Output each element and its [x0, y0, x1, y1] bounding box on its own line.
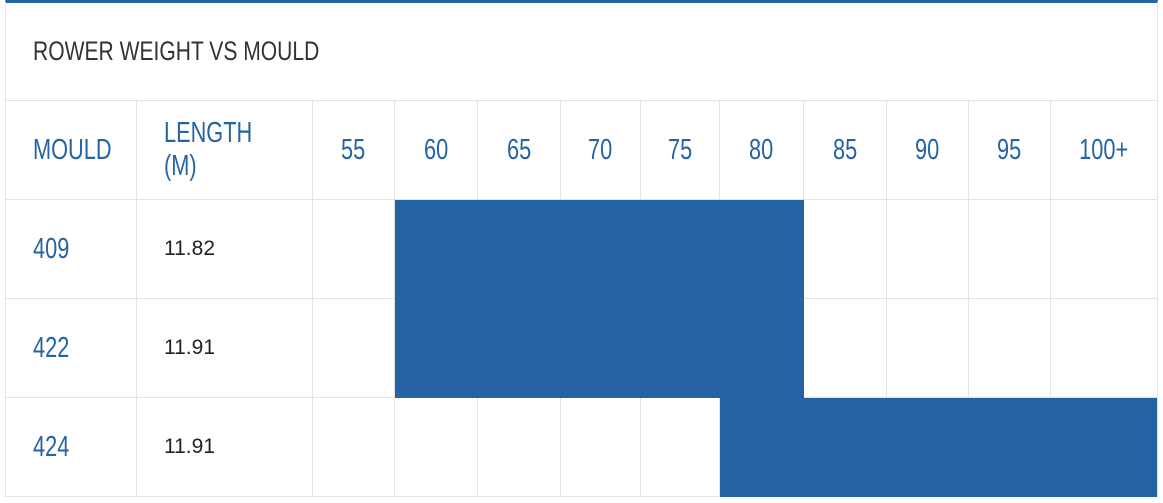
header-cell: 85	[804, 101, 887, 200]
empty-cell	[969, 200, 1051, 299]
fit-cell	[720, 200, 804, 299]
data-row: 422 11.91	[6, 299, 1157, 398]
header-row: MOULD LENGTH (M) 55 60 65 70 75 80 85 90 95 100+	[6, 101, 1157, 200]
fit-cell	[395, 200, 478, 299]
fit-table: MOULD LENGTH (M) 55 60 65 70 75 80 85 90 95 100+ 409…	[6, 101, 1157, 497]
empty-cell	[804, 200, 887, 299]
fit-cell	[720, 398, 804, 497]
header-text: 75	[667, 133, 693, 166]
mould-text: 424	[33, 430, 70, 463]
title-bar: ROWER WEIGHT VS MOULD	[6, 3, 1157, 101]
table-body: MOULD LENGTH (M) 55 60 65 70 75 80 85 90 95 100+ 409…	[6, 101, 1157, 497]
header-cell: 80	[720, 101, 804, 200]
mould-cell: 424	[6, 398, 137, 497]
length-cell: 11.91	[137, 299, 313, 398]
fit-cell	[641, 299, 720, 398]
empty-cell	[887, 200, 969, 299]
empty-cell	[561, 398, 641, 497]
header-text: 85	[832, 133, 858, 166]
fit-cell	[720, 299, 804, 398]
mould-text: 409	[33, 232, 70, 265]
header-cell: MOULD	[6, 101, 137, 200]
fit-cell	[887, 398, 969, 497]
header-cell: 95	[969, 101, 1051, 200]
header-text: 65	[506, 133, 532, 166]
header-cell: 75	[641, 101, 720, 200]
fit-cell	[561, 200, 641, 299]
empty-cell	[478, 398, 561, 497]
mould-cell: 409	[6, 200, 137, 299]
table-card: ROWER WEIGHT VS MOULD MOULD LENGTH (M) 55 6…	[5, 0, 1158, 497]
header-cell: 70	[561, 101, 641, 200]
fit-cell	[804, 398, 887, 497]
header-cell: 55	[313, 101, 395, 200]
header-text: 80	[749, 133, 774, 166]
empty-cell	[969, 299, 1051, 398]
length-cell: 11.82	[137, 200, 313, 299]
fit-cell	[478, 299, 561, 398]
header-cell: 60	[395, 101, 478, 200]
mould-text: 422	[33, 331, 70, 364]
length-cell: 11.91	[137, 398, 313, 497]
mould-cell: 422	[6, 299, 137, 398]
empty-cell	[313, 299, 395, 398]
data-row: 409 11.82	[6, 200, 1157, 299]
empty-cell	[641, 398, 720, 497]
fit-cell	[969, 398, 1051, 497]
header-cell: LENGTH (M)	[137, 101, 313, 200]
empty-cell	[887, 299, 969, 398]
empty-cell	[804, 299, 887, 398]
fit-cell	[395, 299, 478, 398]
header-text: 70	[588, 133, 613, 166]
fit-cell	[1051, 398, 1157, 497]
header-text: 90	[915, 133, 940, 166]
header-cell: 100+	[1051, 101, 1157, 200]
fit-cell	[641, 200, 720, 299]
empty-cell	[395, 398, 478, 497]
data-row: 424 11.91	[6, 398, 1157, 497]
header-cell: 65	[478, 101, 561, 200]
empty-cell	[1051, 200, 1157, 299]
header-text: 100+	[1079, 133, 1129, 166]
fit-cell	[561, 299, 641, 398]
fit-cell	[478, 200, 561, 299]
empty-cell	[313, 200, 395, 299]
header-text: 55	[341, 133, 366, 166]
empty-cell	[1051, 299, 1157, 398]
header-text: 95	[997, 133, 1022, 166]
table-title: ROWER WEIGHT VS MOULD	[33, 36, 320, 66]
header-cell: 90	[887, 101, 969, 200]
header-text: LENGTH (M)	[164, 117, 253, 182]
empty-cell	[313, 398, 395, 497]
header-text: 60	[423, 133, 449, 166]
header-text: MOULD	[33, 133, 112, 166]
